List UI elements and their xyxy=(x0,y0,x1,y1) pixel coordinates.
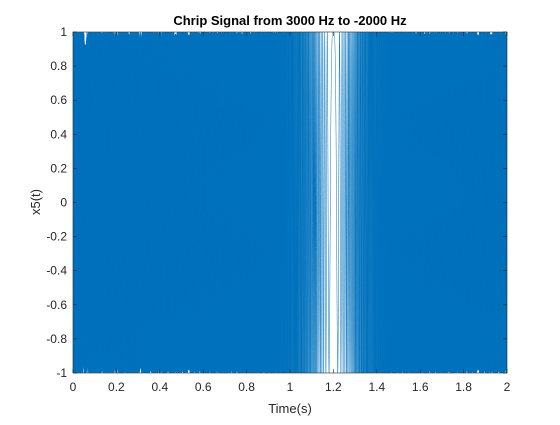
x-axis: 0 0.2 0.4 0.6 0.8 1 1.2 1.4 1.6 1.8 2 xyxy=(70,32,511,394)
y-tick-label: 0.4 xyxy=(50,127,67,141)
x-tick-label: 1.6 xyxy=(412,380,429,394)
y-tick-label: -0.8 xyxy=(46,332,67,346)
x-tick-label: 1.8 xyxy=(455,380,472,394)
x-tick-label: 1.2 xyxy=(325,380,342,394)
chirp-series-line xyxy=(73,32,507,373)
y-tick-label: 0.8 xyxy=(50,59,67,73)
y-tick-label: 0.6 xyxy=(50,93,67,107)
y-tick-label: -0.4 xyxy=(46,264,67,278)
y-tick-label: -0.2 xyxy=(46,230,67,244)
x-axis-title: Time(s) xyxy=(268,401,312,416)
x-tick-label: 0.4 xyxy=(151,380,168,394)
y-tick-label: 0.2 xyxy=(50,161,67,175)
chart-title: Chrip Signal from 3000 Hz to -2000 Hz xyxy=(173,13,407,28)
x-tick-label: 0.2 xyxy=(108,380,125,394)
y-tick-label: -1 xyxy=(56,366,67,380)
x-tick-label: 2 xyxy=(504,380,511,394)
y-tick-label: -0.6 xyxy=(46,298,67,312)
x-tick-label: 0.6 xyxy=(195,380,212,394)
series-layer xyxy=(73,32,507,373)
x-tick-label: 1 xyxy=(287,380,294,394)
y-tick-label: 0 xyxy=(60,196,67,210)
x-tick-label: 0 xyxy=(70,380,77,394)
x-tick-label: 1.4 xyxy=(368,380,385,394)
y-axis-title: x5(t) xyxy=(28,189,43,215)
x-tick-label: 0.8 xyxy=(238,380,255,394)
y-axis: -1 -0.8 -0.6 -0.4 -0.2 0 0.2 0.4 0.6 0.8 1 xyxy=(46,25,507,380)
y-tick-label: 1 xyxy=(60,25,67,39)
